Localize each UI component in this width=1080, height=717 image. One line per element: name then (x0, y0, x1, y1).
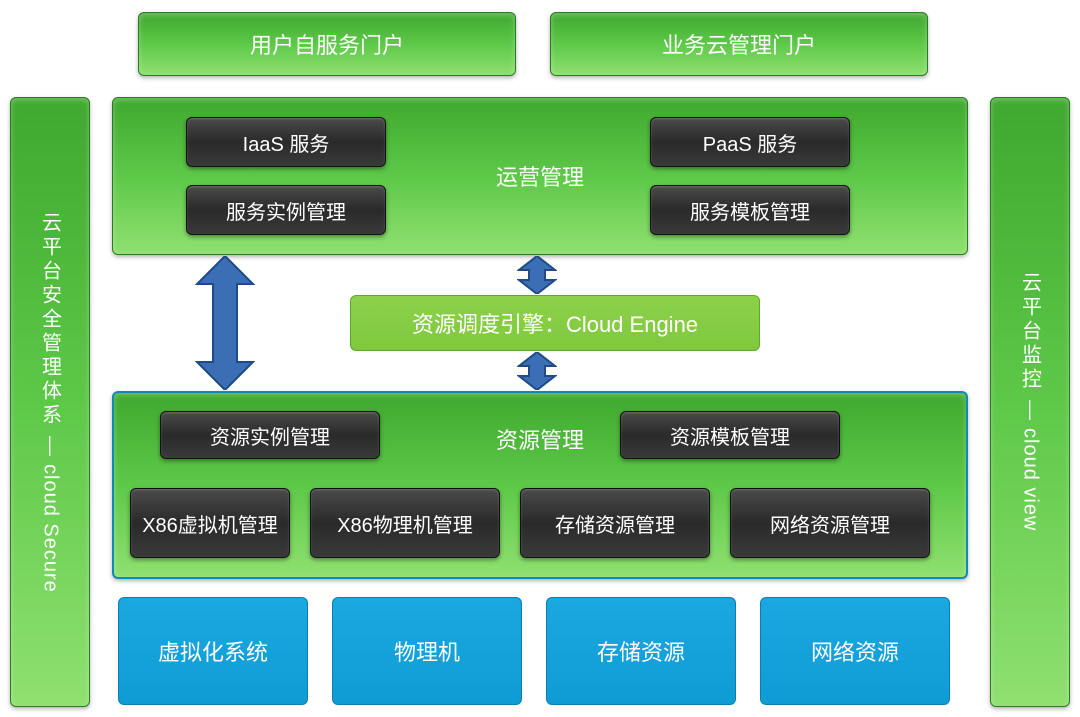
res-box-label: X86物理机管理 (337, 509, 473, 538)
arrow-ops-engine (517, 256, 557, 294)
right-pillar-monitor: 云平台监控 — cloud view (990, 97, 1070, 707)
res-box-label: 资源模板管理 (670, 421, 790, 450)
right-pillar-cn: 云平台监控 (1016, 272, 1045, 392)
res-box-label: 资源实例管理 (210, 421, 330, 450)
res-box-instance: 资源实例管理 (160, 411, 380, 459)
infra-label: 物理机 (394, 635, 460, 667)
ops-box-paas: PaaS 服务 (650, 117, 850, 167)
arrow-engine-resources (517, 352, 557, 390)
ops-box-service-instance: 服务实例管理 (186, 185, 386, 235)
infra-box-virtualization: 虚拟化系统 (118, 597, 308, 705)
infra-box-network: 网络资源 (760, 597, 950, 705)
right-pillar-en: cloud view (1019, 428, 1042, 531)
engine-label: 资源调度引擎：Cloud Engine (412, 307, 698, 339)
res-box-storage: 存储资源管理 (520, 488, 710, 558)
ops-box-label: IaaS 服务 (243, 128, 330, 157)
portal-business-cloud: 业务云管理门户 (550, 12, 928, 76)
ops-box-label: PaaS 服务 (703, 128, 797, 157)
res-box-label: 存储资源管理 (555, 509, 675, 538)
infra-box-physical: 物理机 (332, 597, 522, 705)
res-box-label: X86虚拟机管理 (142, 509, 278, 538)
left-pillar-sep: — (39, 436, 62, 456)
portal-user-self-service: 用户自服务门户 (138, 12, 516, 76)
res-box-label: 网络资源管理 (770, 509, 890, 538)
ops-box-service-template: 服务模板管理 (650, 185, 850, 235)
res-box-x86vm: X86虚拟机管理 (130, 488, 290, 558)
portal-label: 业务云管理门户 (662, 28, 816, 60)
ops-box-label: 服务实例管理 (226, 196, 346, 225)
res-box-template: 资源模板管理 (620, 411, 840, 459)
res-box-x86phys: X86物理机管理 (310, 488, 500, 558)
ops-box-iaas: IaaS 服务 (186, 117, 386, 167)
infra-box-storage: 存储资源 (546, 597, 736, 705)
infra-label: 存储资源 (597, 635, 685, 667)
resources-title: 资源管理 (496, 423, 584, 455)
right-pillar-sep: — (1019, 400, 1042, 420)
portal-label: 用户自服务门户 (250, 28, 404, 60)
operations-title: 运营管理 (496, 160, 584, 192)
res-box-network: 网络资源管理 (730, 488, 930, 558)
arrow-ops-resources (195, 256, 255, 390)
left-pillar-en: cloud Secure (39, 464, 62, 593)
infra-label: 虚拟化系统 (158, 635, 268, 667)
engine-box: 资源调度引擎：Cloud Engine (350, 295, 760, 351)
left-pillar-security: 云平台安全管理体系 — cloud Secure (10, 97, 90, 707)
left-pillar-cn: 云平台安全管理体系 (36, 212, 65, 428)
ops-box-label: 服务模板管理 (690, 196, 810, 225)
infra-label: 网络资源 (811, 635, 899, 667)
